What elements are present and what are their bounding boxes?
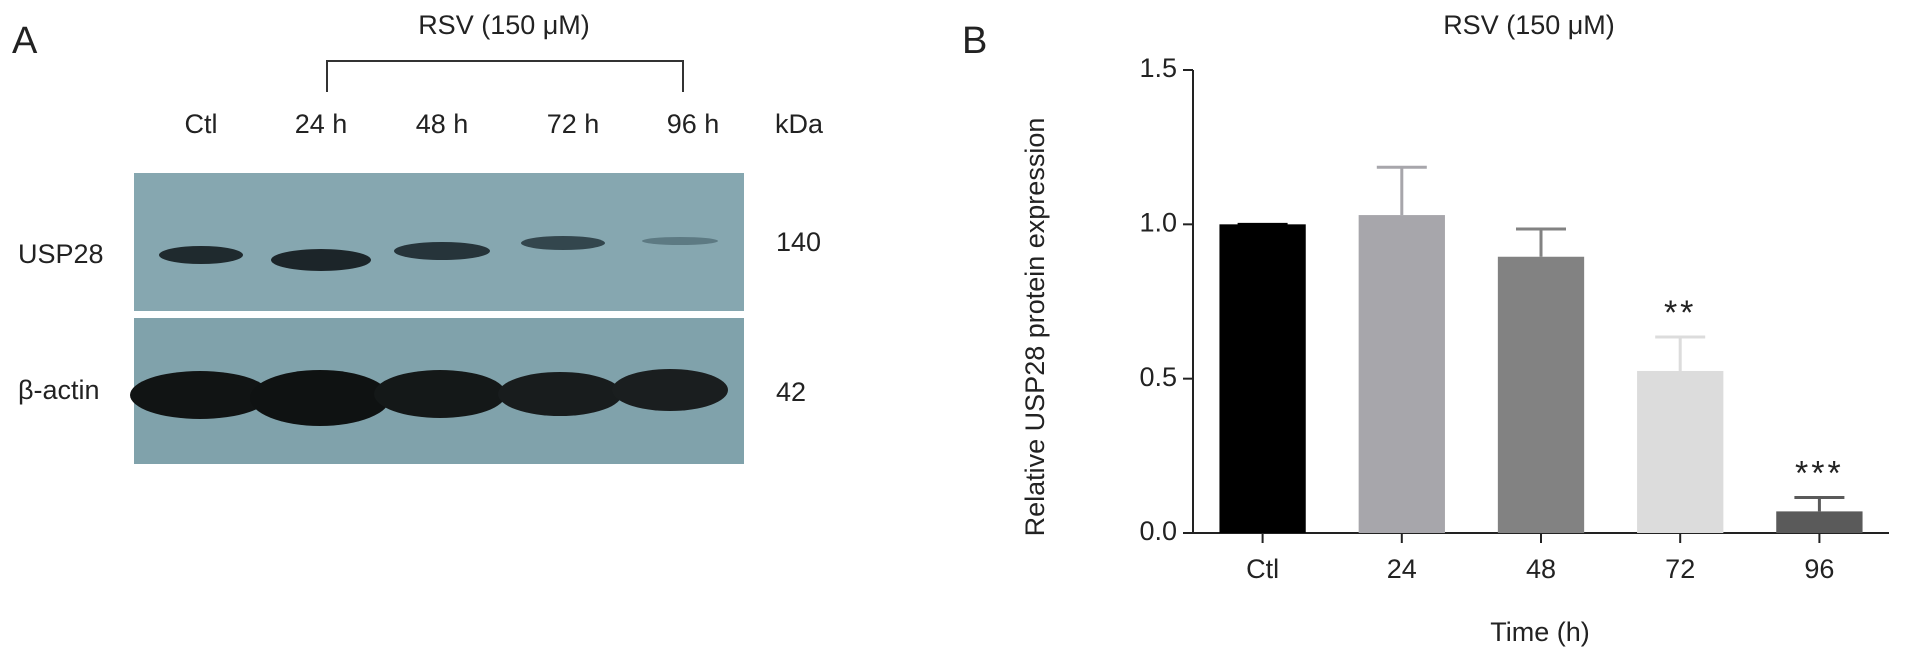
x-tick-label: Ctl xyxy=(1246,554,1279,584)
bar xyxy=(1637,370,1724,533)
lane-label: Ctl xyxy=(185,109,218,139)
panel-label: B xyxy=(962,20,987,62)
y-axis-label: Relative USP28 protein expression xyxy=(1020,118,1050,537)
blot-usp28 xyxy=(134,173,744,311)
x-tick-label: 48 xyxy=(1526,554,1556,584)
chart-title: RSV (150 μM) xyxy=(1443,10,1615,40)
lane-label: 24 h xyxy=(295,109,348,139)
error-bar xyxy=(1516,227,1566,257)
band xyxy=(374,370,506,418)
band xyxy=(394,242,490,260)
mw-unit: kDa xyxy=(775,109,824,139)
band xyxy=(521,236,605,250)
band xyxy=(130,371,270,419)
blot xyxy=(130,173,744,464)
significance: ** xyxy=(1664,294,1696,332)
y-tick-label: 0.5 xyxy=(1139,362,1177,392)
bar xyxy=(1776,511,1863,533)
protein-label: USP28 xyxy=(18,239,104,269)
x-axis-label: Time (h) xyxy=(1490,617,1590,647)
protein-label: β-actin xyxy=(18,375,100,405)
y-tick-label: 1.0 xyxy=(1139,207,1177,237)
panel-label: A xyxy=(12,20,38,62)
x-tick-label: 96 xyxy=(1804,554,1834,584)
lane-label: 48 h xyxy=(416,109,469,139)
band xyxy=(250,370,390,426)
lane-label: 72 h xyxy=(547,109,600,139)
y-tick-label: 0.0 xyxy=(1139,516,1177,546)
error-bar xyxy=(1655,335,1706,371)
x-tick-label: 72 xyxy=(1665,554,1695,584)
error-bar xyxy=(1376,165,1427,216)
band xyxy=(612,369,728,411)
bar xyxy=(1219,224,1306,534)
x-tick-label: 24 xyxy=(1387,554,1417,584)
y-tick-label: 1.5 xyxy=(1139,53,1177,83)
bar xyxy=(1358,215,1445,533)
band xyxy=(271,249,371,271)
band xyxy=(498,372,622,416)
mw-label: 140 xyxy=(776,227,821,257)
error-bar xyxy=(1794,496,1845,512)
mw-label: 42 xyxy=(776,377,806,407)
bracket xyxy=(326,60,684,92)
bar xyxy=(1497,256,1585,533)
band xyxy=(642,237,718,245)
lane-label: 96 h xyxy=(667,109,720,139)
significance: *** xyxy=(1795,454,1844,492)
band xyxy=(159,246,243,264)
treatment-label: RSV (150 μM) xyxy=(418,10,590,40)
